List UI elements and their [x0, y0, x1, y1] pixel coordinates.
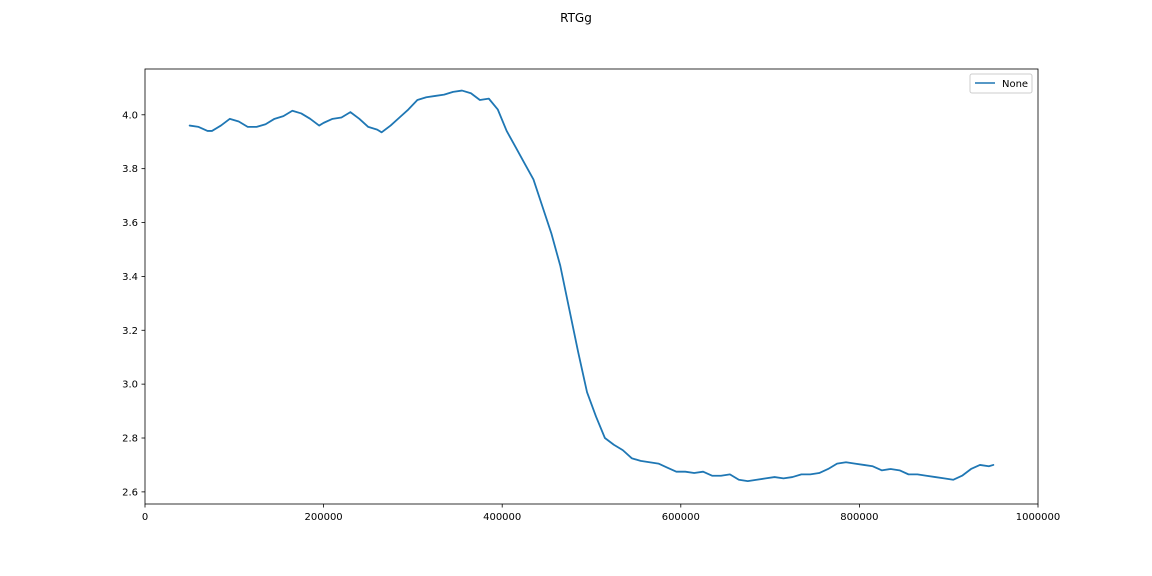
legend-box: [969, 73, 1033, 94]
x-tick-label: 1000000: [1016, 512, 1061, 523]
series-line-0: [188, 89, 995, 483]
plot-frame: [144, 68, 1039, 505]
x-tick-label: 400000: [483, 512, 521, 523]
y-tick-label: 2.8: [122, 434, 138, 445]
y-tick-label: 3.2: [122, 326, 138, 337]
chart-title: RTGg: [560, 11, 592, 25]
y-axis: 2.6 2.8 3.0 3.2 3.4 3.6 3.8 4.0: [122, 110, 145, 498]
y-tick-label: 3.0: [122, 380, 138, 391]
y-tick-label: 2.6: [122, 487, 138, 498]
legend: None: [969, 73, 1033, 94]
x-tick-label: 200000: [305, 512, 343, 523]
y-tick-label: 3.4: [122, 272, 138, 283]
y-tick-label: 3.6: [122, 218, 138, 229]
series-layer: [188, 89, 995, 483]
x-axis: 0 200000 400000 600000 800000 1000000: [142, 504, 1060, 523]
x-tick-label: 600000: [662, 512, 700, 523]
y-tick-label: 3.8: [122, 164, 138, 175]
legend-label: None: [1002, 79, 1028, 90]
plot-area: [145, 69, 1038, 504]
x-tick-label: 0: [142, 512, 148, 523]
y-tick-label: 4.0: [122, 110, 138, 121]
x-tick-label: 800000: [840, 512, 878, 523]
